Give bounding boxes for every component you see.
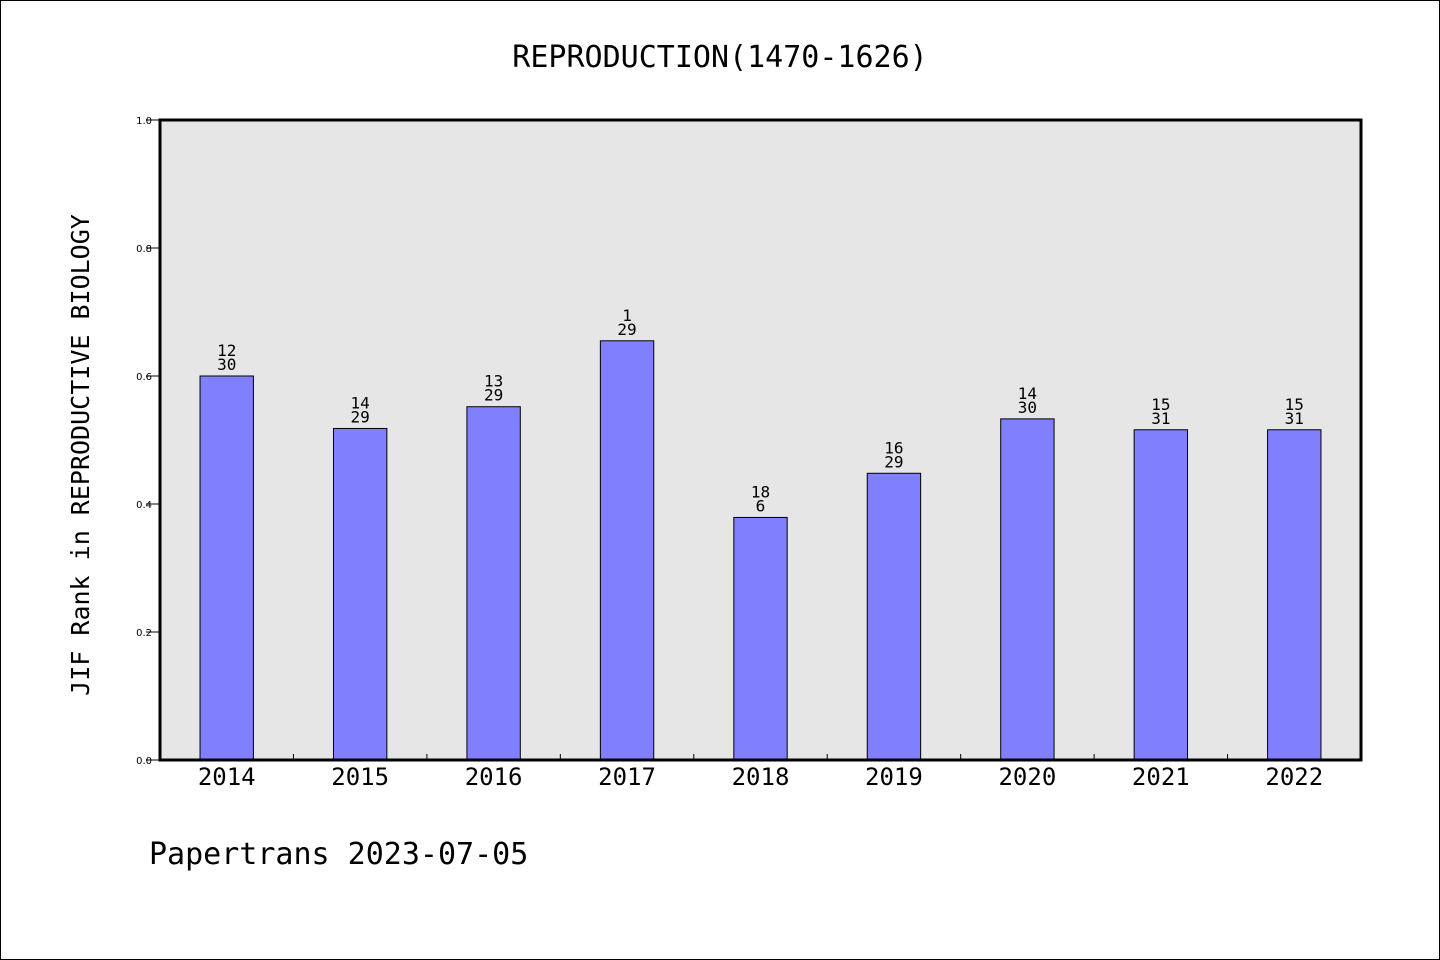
bar-label-top-2014: 12 <box>217 341 236 360</box>
bar-label-bottom-2021: 31 <box>1151 409 1170 428</box>
bar-2016 <box>466 406 521 761</box>
bar-label-top-2019: 16 <box>884 438 903 457</box>
x-tick-label-2014: 2014 <box>198 763 256 791</box>
bar-label-bottom-2016: 29 <box>484 386 503 405</box>
y-tick-label-1.0: 1.0 <box>136 116 152 127</box>
x-tick-label-2019: 2019 <box>865 763 923 791</box>
chart-title: REPRODUCTION(1470-1626) <box>512 40 927 75</box>
bar-label-top-2017: 1 <box>622 306 632 325</box>
y-tick-label-0.4: 0.4 <box>136 500 152 511</box>
bar-2018 <box>733 516 788 761</box>
x-tick-label-2020: 2020 <box>998 763 1056 791</box>
bar-label-bottom-2018: 6 <box>756 496 766 515</box>
bar-label-bottom-2017: 29 <box>617 320 636 339</box>
x-axis: 2014 2015 2016 2017 2018 2019 2020 2021 2022 <box>198 754 1323 791</box>
bar-label-bottom-2014: 30 <box>217 355 236 374</box>
bar-label-bottom-2019: 29 <box>884 452 903 471</box>
footer-text: Papertrans 2023-07-05 <box>149 837 528 872</box>
bar-2017 <box>599 340 655 761</box>
y-axis: 0.0 0.2 0.4 0.6 0.8 1.0 <box>136 116 160 767</box>
bar-label-top-2018: 18 <box>751 482 770 501</box>
y-tick-label-0.2: 0.2 <box>136 628 152 639</box>
x-tick-label-2015: 2015 <box>331 763 389 791</box>
bar-label-top-2022: 15 <box>1285 395 1304 414</box>
bar-2014 <box>199 375 254 761</box>
y-axis-label: JIF Rank in REPRODUCTIVE BIOLOGY <box>66 214 95 696</box>
bar-label-top-2015: 14 <box>351 393 370 412</box>
bar-label-top-2021: 15 <box>1151 395 1170 414</box>
x-tick-label-2021: 2021 <box>1132 763 1190 791</box>
bar-2022 <box>1267 429 1322 761</box>
y-tick-label-0.0: 0.0 <box>136 756 152 767</box>
y-tick-label-0.8: 0.8 <box>136 244 152 255</box>
bar-2015 <box>332 427 388 761</box>
bar-2021 <box>1133 429 1189 761</box>
bar-2019 <box>866 472 922 761</box>
x-tick-label-2022: 2022 <box>1265 763 1323 791</box>
bar-label-top-2020: 14 <box>1018 384 1037 403</box>
x-tick-label-2018: 2018 <box>732 763 790 791</box>
bar-label-bottom-2015: 29 <box>351 407 370 426</box>
bar-2020 <box>1000 418 1055 761</box>
bar-label-top-2016: 13 <box>484 372 503 391</box>
bar-label-bottom-2022: 31 <box>1285 409 1304 428</box>
x-tick-label-2017: 2017 <box>598 763 656 791</box>
plot-border <box>158 118 1363 762</box>
x-tick-label-2016: 2016 <box>465 763 523 791</box>
bars-layer <box>199 340 1322 761</box>
bar-label-bottom-2020: 30 <box>1018 398 1037 417</box>
y-tick-label-0.6: 0.6 <box>136 372 152 383</box>
